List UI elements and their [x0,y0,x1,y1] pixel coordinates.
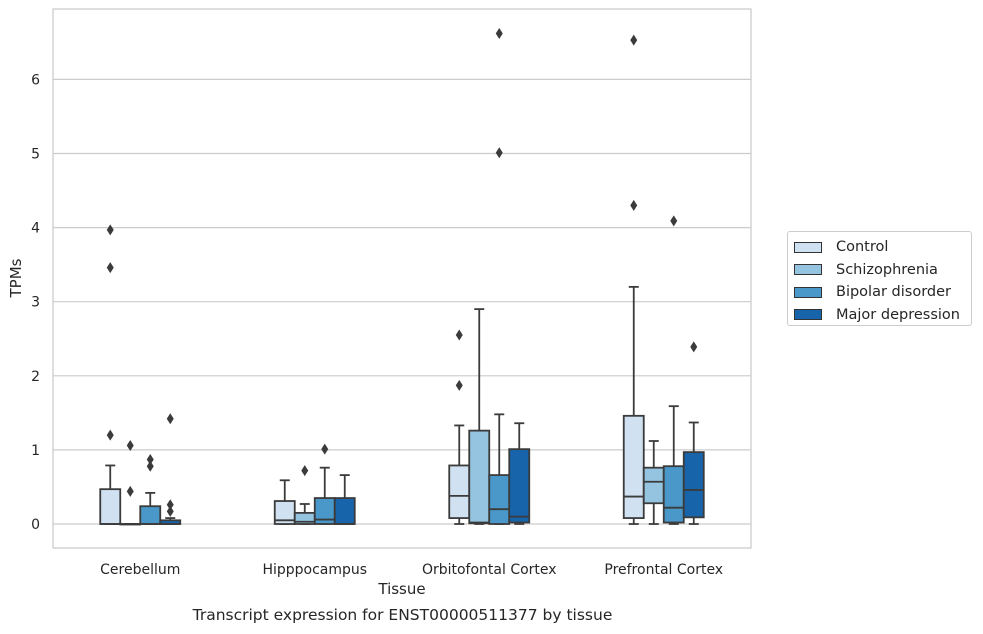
legend-item-schizophrenia: Schizophrenia [794,259,971,282]
outlier-point [455,329,463,341]
gridlines [53,78,751,525]
outlier-point [495,27,503,39]
outlier-point [146,460,154,472]
box-major-depression-cerebellum [159,413,182,525]
outlier-point [166,499,174,511]
y-tick-label: 5 [31,147,40,163]
y-tick-label: 2 [31,369,40,385]
outlier-point [106,429,114,441]
box-body [468,429,491,525]
box-schizophrenia-prefrontal-cortex [642,440,665,525]
box-control-cerebellum [99,224,122,525]
box-control-orbitofontal-cortex [448,329,471,525]
tick-labels: 0 1 2 3 4 5 6 Cerebellum Hipppocampus Orbitofonta… [31,72,723,578]
legend-swatch-schizophrenia [794,264,822,276]
x-tick-label: Prefrontal Cortex [604,562,723,578]
legend: Control Schizophrenia Bipolar disorder M… [787,231,972,326]
legend-item-major-depression: Major depression [794,304,971,327]
y-tick-label: 0 [31,517,40,533]
box-body [662,465,685,524]
box-body [508,448,531,524]
chart-caption: Transcript expression for ENST0000051137… [192,606,613,624]
box-bipolar-disorder-hipppocampus [313,443,336,525]
outlier-point [146,454,154,466]
x-tick-label: Hipppocampus [262,562,367,578]
legend-swatch-bipolar-disorder [794,286,822,298]
x-tick-label: Orbitofontal Cortex [422,562,557,578]
y-axis-label: TPMs [7,258,25,298]
outlier-point [495,147,503,159]
outlier-point [126,439,134,451]
box-schizophrenia-hipppocampus [293,465,316,525]
outlier-point [106,262,114,274]
outlier-point [166,505,174,517]
box-major-depression-prefrontal-cortex [682,341,705,525]
outlier-point [321,443,329,455]
box-control-hipppocampus [273,479,296,525]
outlier-point [126,485,134,497]
outlier-point [670,215,678,227]
box-body [488,474,511,525]
outlier-point [630,34,638,46]
box-body [642,466,665,505]
outlier-point [690,341,698,353]
box-control-prefrontal-cortex [622,34,645,525]
box-groups [99,27,705,526]
outlier-point [166,413,174,425]
box-body [682,451,705,519]
legend-label-schizophrenia: Schizophrenia [836,261,938,278]
legend-item-bipolar-disorder: Bipolar disorder [794,281,971,304]
legend-label-bipolar-disorder: Bipolar disorder [836,284,951,301]
plot-frame [52,8,752,549]
x-tick-label: Cerebellum [100,562,180,578]
legend-swatch-major-depression [794,309,822,321]
legend-swatch-control [794,241,822,253]
y-tick-label: 6 [31,72,40,88]
outlier-point [630,199,638,211]
box-major-depression-orbitofontal-cortex [508,422,531,525]
box-body [139,505,162,525]
legend-label-control: Control [836,239,889,256]
x-axis-label: Tissue [377,580,425,598]
y-tick-label: 4 [31,221,40,237]
outlier-point [455,379,463,391]
box-body [622,414,645,519]
box-major-depression-hipppocampus [333,474,356,525]
legend-label-major-depression: Major depression [836,306,960,323]
y-tick-label: 1 [31,443,40,459]
box-body [448,464,471,519]
box-schizophrenia-orbitofontal-cortex [468,308,491,525]
box-body [99,488,122,525]
legend-item-control: Control [794,236,971,259]
outlier-point [106,224,114,236]
y-tick-label: 3 [31,295,40,311]
box-bipolar-disorder-cerebellum [139,454,162,525]
outlier-point [301,465,309,477]
box-bipolar-disorder-prefrontal-cortex [662,215,685,525]
box-body [333,497,356,525]
box-schizophrenia-cerebellum [119,439,142,526]
